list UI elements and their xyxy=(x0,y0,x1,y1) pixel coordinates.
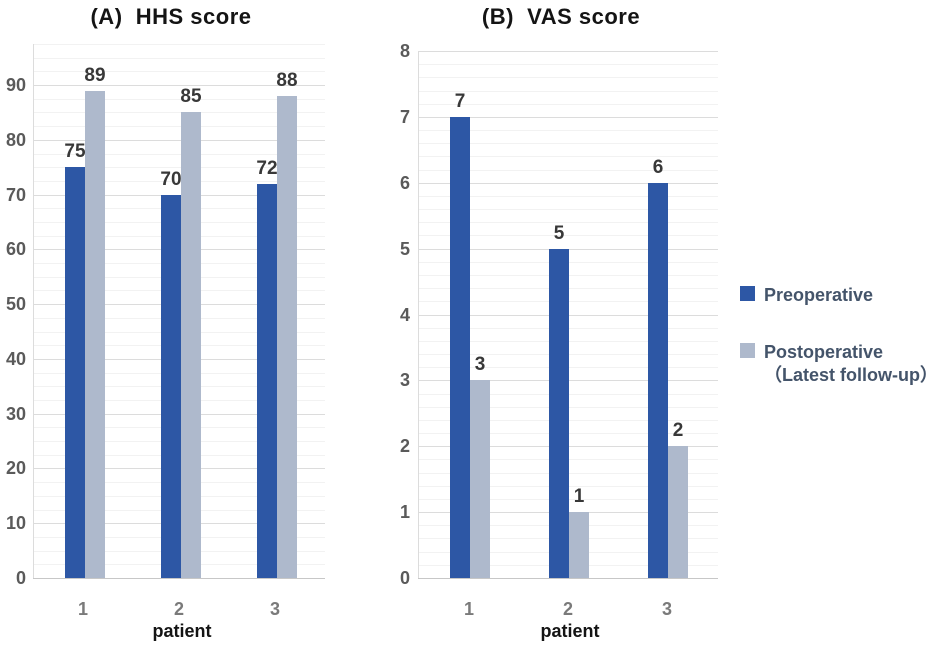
y-axis-tick-label: 5 xyxy=(399,239,410,259)
minor-gridline xyxy=(418,77,718,78)
bar-postoperative-patient-1 xyxy=(470,380,490,578)
x-axis-category-label: 2 xyxy=(562,599,574,619)
minor-gridline xyxy=(33,167,325,168)
value-label: 85 xyxy=(180,86,202,107)
bar-preoperative-patient-3 xyxy=(257,184,277,578)
minor-gridline xyxy=(418,196,718,197)
x-axis-category-label: 2 xyxy=(173,599,185,619)
value-label: 2 xyxy=(672,420,684,441)
y-axis-tick-label: 30 xyxy=(5,404,26,424)
minor-gridline xyxy=(418,104,718,105)
legend-item-preoperative: Preoperative xyxy=(740,284,873,307)
value-label: 72 xyxy=(256,158,278,179)
minor-gridline xyxy=(33,126,325,127)
y-axis-tick-label: 4 xyxy=(399,305,410,325)
y-axis-tick-label: 60 xyxy=(5,239,26,259)
major-gridline xyxy=(418,117,718,118)
chart-a-x-axis-label: patient xyxy=(152,621,212,641)
bar-postoperative-patient-2 xyxy=(569,512,589,578)
y-axis-tick-label: 70 xyxy=(5,185,26,205)
y-axis-tick-label: 50 xyxy=(5,294,26,314)
chart-b-x-axis-label: patient xyxy=(540,621,600,641)
minor-gridline xyxy=(33,71,325,72)
minor-gridline xyxy=(418,156,718,157)
legend-label-line1: Postoperative xyxy=(764,342,884,362)
legend-label-postoperative: Postoperative （Latest follow-up） xyxy=(764,341,938,387)
bar-postoperative-patient-3 xyxy=(668,446,688,578)
legend-item-postoperative: Postoperative （Latest follow-up） xyxy=(740,341,938,387)
value-label: 89 xyxy=(84,65,106,86)
bar-preoperative-patient-2 xyxy=(161,195,181,578)
x-axis-category-label: 1 xyxy=(77,599,89,619)
major-gridline xyxy=(418,183,718,184)
minor-gridline xyxy=(418,222,718,223)
minor-gridline xyxy=(418,235,718,236)
y-axis-line xyxy=(418,51,419,578)
y-axis-tick-label: 20 xyxy=(5,458,26,478)
minor-gridline xyxy=(418,209,718,210)
y-axis-tick-label: 7 xyxy=(399,107,410,127)
value-label: 6 xyxy=(652,157,664,178)
y-axis-tick-label: 3 xyxy=(399,370,410,390)
minor-gridline xyxy=(418,64,718,65)
bar-postoperative-patient-1 xyxy=(85,91,105,578)
minor-gridline xyxy=(418,91,718,92)
minor-gridline xyxy=(418,130,718,131)
value-label: 75 xyxy=(64,141,86,162)
legend-label-preoperative: Preoperative xyxy=(764,285,874,305)
y-axis-tick-label: 0 xyxy=(15,568,26,588)
y-axis-tick-label: 1 xyxy=(399,502,410,522)
y-axis-tick-label: 8 xyxy=(399,41,410,61)
major-gridline xyxy=(33,578,325,579)
major-gridline xyxy=(33,140,325,141)
minor-gridline xyxy=(33,112,325,113)
value-label: 3 xyxy=(474,354,486,375)
major-gridline xyxy=(33,85,325,86)
y-axis-line xyxy=(33,44,34,578)
major-gridline xyxy=(418,578,718,579)
y-axis-tick-label: 2 xyxy=(399,436,410,456)
x-axis-category-label: 3 xyxy=(661,599,673,619)
preoperative-swatch-icon xyxy=(740,286,755,301)
minor-gridline xyxy=(33,44,325,45)
value-label: 7 xyxy=(454,91,466,112)
bar-preoperative-patient-1 xyxy=(450,117,470,578)
bar-postoperative-patient-2 xyxy=(181,112,201,578)
value-label: 1 xyxy=(573,486,585,507)
major-gridline xyxy=(418,51,718,52)
legend-label-line2: （Latest follow-up） xyxy=(764,365,938,385)
bar-preoperative-patient-3 xyxy=(648,183,668,578)
postoperative-swatch-icon xyxy=(740,343,755,358)
y-axis-tick-label: 10 xyxy=(5,513,26,533)
value-label: 5 xyxy=(553,223,565,244)
minor-gridline xyxy=(418,170,718,171)
minor-gridline xyxy=(418,143,718,144)
x-axis-category-label: 1 xyxy=(463,599,475,619)
minor-gridline xyxy=(33,58,325,59)
y-axis-tick-label: 90 xyxy=(5,75,26,95)
chart-b-title: (B) VAS score xyxy=(481,4,641,29)
y-axis-tick-label: 40 xyxy=(5,349,26,369)
y-axis-tick-label: 0 xyxy=(399,568,410,588)
minor-gridline xyxy=(33,154,325,155)
x-axis-category-label: 3 xyxy=(269,599,281,619)
bar-postoperative-patient-3 xyxy=(277,96,297,578)
y-axis-tick-label: 80 xyxy=(5,130,26,150)
chart-a-title: (A) HHS score xyxy=(90,4,252,29)
bar-preoperative-patient-1 xyxy=(65,167,85,578)
bar-preoperative-patient-2 xyxy=(549,249,569,578)
value-label: 88 xyxy=(276,70,298,91)
value-label: 70 xyxy=(160,169,182,190)
minor-gridline xyxy=(33,99,325,100)
y-axis-tick-label: 6 xyxy=(399,173,410,193)
minor-gridline xyxy=(33,181,325,182)
